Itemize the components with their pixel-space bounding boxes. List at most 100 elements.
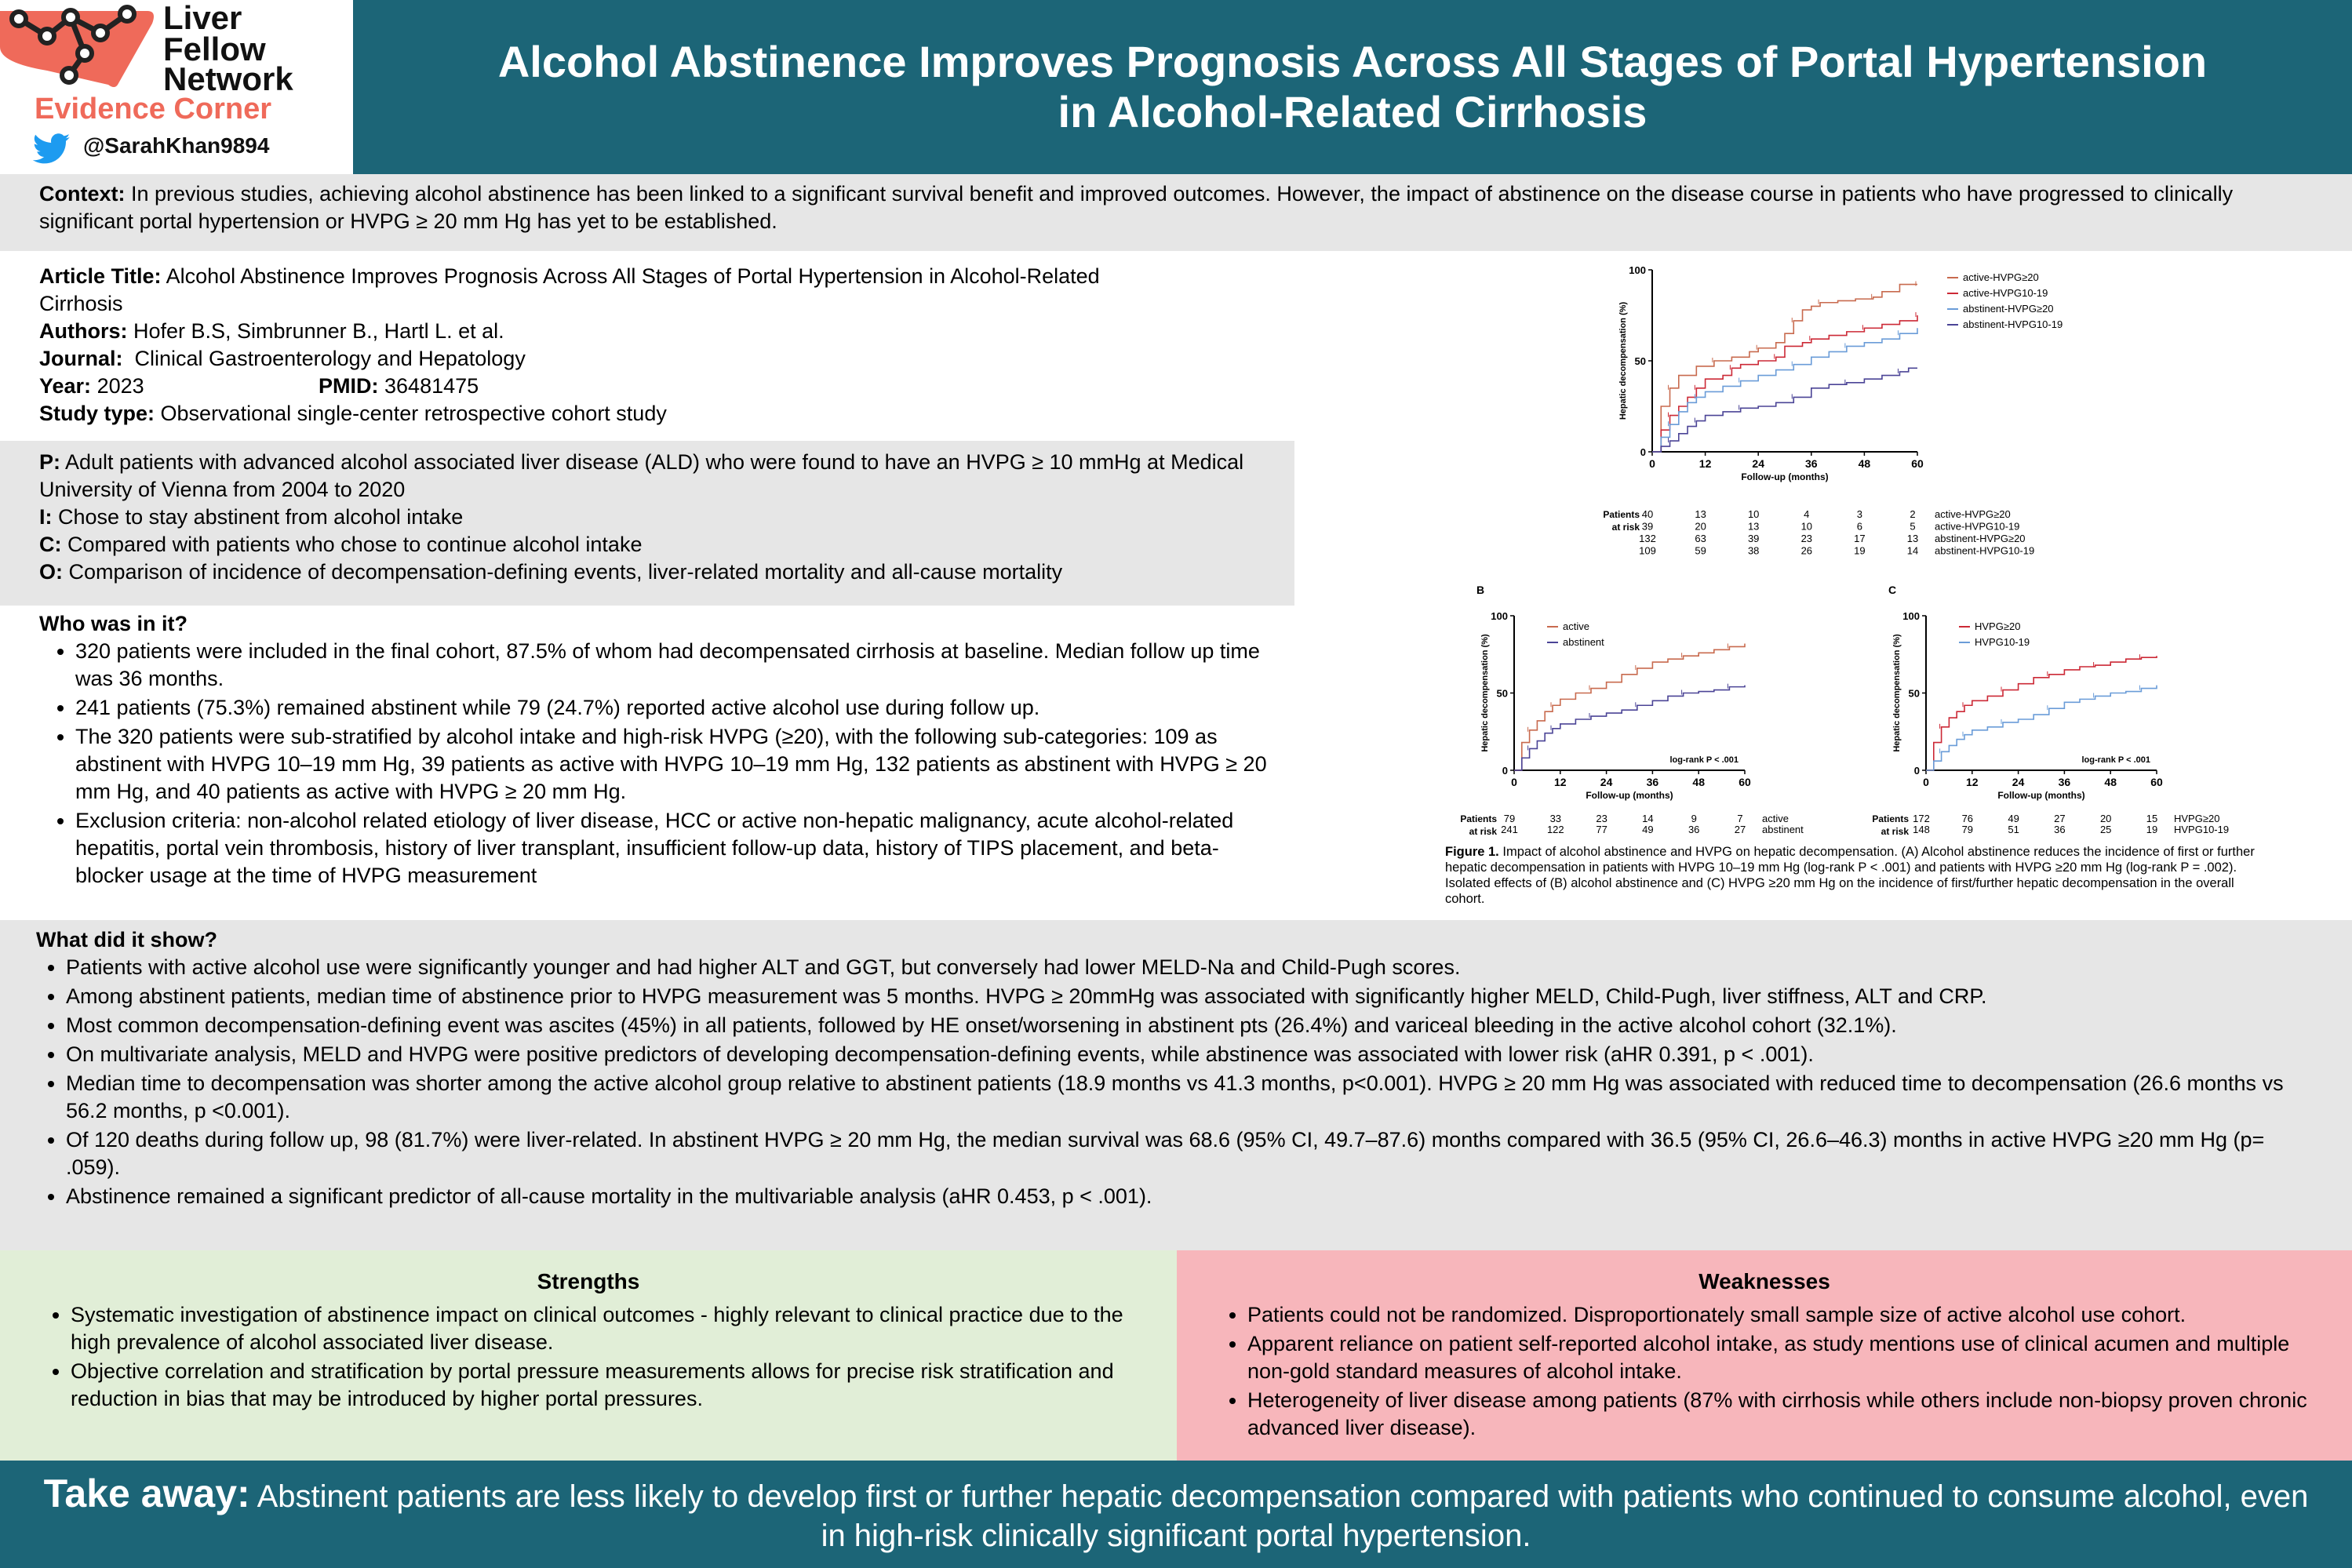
x-tick-label: 0 <box>1923 776 1929 788</box>
weaknesses-list: Patients could not be randomized. Dispro… <box>1177 1301 2352 1442</box>
risk-table-label: at risk <box>1612 522 1640 533</box>
risk-value: 172 <box>1913 813 1930 824</box>
x-tick-label: 12 <box>1966 776 1979 788</box>
twitter-bird-icon <box>32 133 71 164</box>
legend-entry: abstinent <box>1563 636 1604 648</box>
pico-c-text: Compared with patients who chose to cont… <box>67 533 643 556</box>
x-tick-label: 24 <box>2012 776 2025 788</box>
y-axis-label: Hepatic decompensation (%) <box>1618 301 1628 420</box>
logo-subtitle: Evidence Corner <box>35 93 271 126</box>
risk-value: 27 <box>1735 824 1746 835</box>
risk-value: 5 <box>1910 521 1915 533</box>
who-bullet: Exclusion criteria: non-alcohol related … <box>75 807 1287 890</box>
risk-value: 79 <box>1504 813 1515 824</box>
risk-value: 132 <box>1639 533 1656 544</box>
y-tick-label: 100 <box>1629 264 1646 276</box>
series-line-0 <box>1514 643 1746 771</box>
pico-i-label: I: <box>39 505 53 529</box>
study-type: Observational single-center retrospectiv… <box>160 402 667 425</box>
takeaway-label: Take away: <box>43 1471 250 1515</box>
risk-value: 27 <box>2054 813 2065 824</box>
y-axis-label: Hepatic decompensation (%) <box>1480 634 1490 752</box>
risk-value: 20 <box>2100 813 2111 824</box>
takeaway-bar: Take away: Abstinent patients are less l… <box>0 1461 2352 1568</box>
y-tick-label: 100 <box>1491 610 1508 622</box>
risk-value: 26 <box>1801 545 1812 557</box>
context-text: In previous studies, achieving alcohol a… <box>39 182 2234 233</box>
who-bullet: 320 patients were included in the final … <box>75 638 1287 693</box>
risk-row-name: active-HVPG≥20 <box>1935 508 2011 520</box>
x-tick-label: 36 <box>2059 776 2071 788</box>
who-section: Who was in it? 320 patients were include… <box>39 610 1287 891</box>
context-label: Context: <box>39 182 126 206</box>
panel-label: C <box>1888 584 1896 596</box>
logo-line-2: Fellow <box>163 31 266 67</box>
x-tick-label: 60 <box>2150 776 2163 788</box>
risk-value: 40 <box>1642 508 1653 520</box>
finding-bullet: Among abstinent patients, median time of… <box>66 983 2321 1010</box>
series-line-1 <box>1926 685 2157 771</box>
series-line-1 <box>1514 685 1746 771</box>
panel-label: B <box>1476 584 1484 596</box>
pico-p-text: Adult patients with advanced alcohol ass… <box>39 450 1244 501</box>
context-section: Context: In previous studies, achieving … <box>0 174 2352 251</box>
risk-value: 33 <box>1550 813 1561 824</box>
journal-label: Journal: <box>39 347 123 370</box>
figure-panel-c: C 0 12 24 36 48 60 0 50 100 Follow-up (months) Hepa… <box>1872 584 2229 837</box>
risk-table-label: Patients <box>1460 813 1497 824</box>
x-tick-label: 48 <box>1859 457 1871 470</box>
legend-entry: HVPG10-19 <box>1975 636 2030 648</box>
strength-bullet: Systematic investigation of abstinence i… <box>71 1301 1145 1356</box>
risk-value: 51 <box>2008 824 2019 835</box>
pico-i-text: Chose to stay abstinent from alcohol int… <box>58 505 464 529</box>
y-tick-label: 50 <box>1635 355 1646 367</box>
header-bar: Alcohol Abstinence Improves Prognosis Ac… <box>353 0 2352 174</box>
risk-value: 15 <box>2146 813 2157 824</box>
risk-value: 7 <box>1737 813 1742 824</box>
risk-value: 10 <box>1801 521 1812 533</box>
risk-value: 20 <box>1695 521 1706 533</box>
series-line-0 <box>1652 283 1917 453</box>
title-line-2: in Alcohol-Related Cirrhosis <box>1058 87 1647 136</box>
year-label: Year: <box>39 374 92 398</box>
twitter-handle[interactable]: @SarahKhan9894 <box>83 133 270 158</box>
year: 2023 <box>96 374 144 398</box>
x-tick-label: 48 <box>1692 776 1705 788</box>
x-tick-label: 12 <box>1699 457 1712 470</box>
article-info: Article Title: Alcohol Abstinence Improv… <box>39 263 1138 427</box>
pico-p-label: P: <box>39 450 60 474</box>
risk-value: 39 <box>1642 521 1653 533</box>
study-type-label: Study type: <box>39 402 155 425</box>
risk-row-name: abstinent <box>1762 824 1804 835</box>
figure-caption-text: Impact of alcohol abstinence and HVPG on… <box>1445 845 2255 906</box>
x-tick-label: 36 <box>1805 457 1818 470</box>
x-tick-label: 0 <box>1649 457 1655 470</box>
figure-caption: Figure 1. Impact of alcohol abstinence a… <box>1445 844 2261 907</box>
authors: Hofer B.S, Simbrunner B., Hartl L. et al… <box>133 319 504 343</box>
legend-entry: abstinent-HVPG10-19 <box>1963 318 2063 330</box>
x-tick-label: 24 <box>1752 457 1764 470</box>
what-section: What did it show? Patients with active a… <box>0 920 2352 1250</box>
logo-line-1: Liver <box>163 0 242 36</box>
log-rank-annotation: log-rank P < .001 <box>2081 755 2150 765</box>
article-title: Alcohol Abstinence Improves Prognosis Ac… <box>39 264 1100 315</box>
strength-bullet: Objective correlation and stratification… <box>71 1358 1145 1413</box>
risk-value: 19 <box>2146 824 2157 835</box>
takeaway-text: Abstinent patients are less likely to de… <box>257 1479 2309 1553</box>
series-line-0 <box>1926 656 2157 771</box>
legend-entry: active <box>1563 620 1589 632</box>
risk-value: 49 <box>2008 813 2019 824</box>
risk-value: 4 <box>1804 508 1809 520</box>
legend-entry: active-HVPG10-19 <box>1963 287 2048 299</box>
logo-line-3: Network <box>163 60 293 97</box>
risk-value: 10 <box>1748 508 1759 520</box>
y-axis-label: Hepatic decompensation (%) <box>1892 634 1902 752</box>
risk-value: 49 <box>1642 824 1653 835</box>
risk-value: 76 <box>1962 813 1973 824</box>
series-line-1 <box>1652 315 1918 453</box>
y-tick-label: 0 <box>1914 765 1920 777</box>
risk-value: 14 <box>1907 545 1918 557</box>
journal: Clinical Gastroenterology and Hepatology <box>134 347 526 370</box>
strengths-box: Strengths Systematic investigation of ab… <box>0 1250 1177 1461</box>
